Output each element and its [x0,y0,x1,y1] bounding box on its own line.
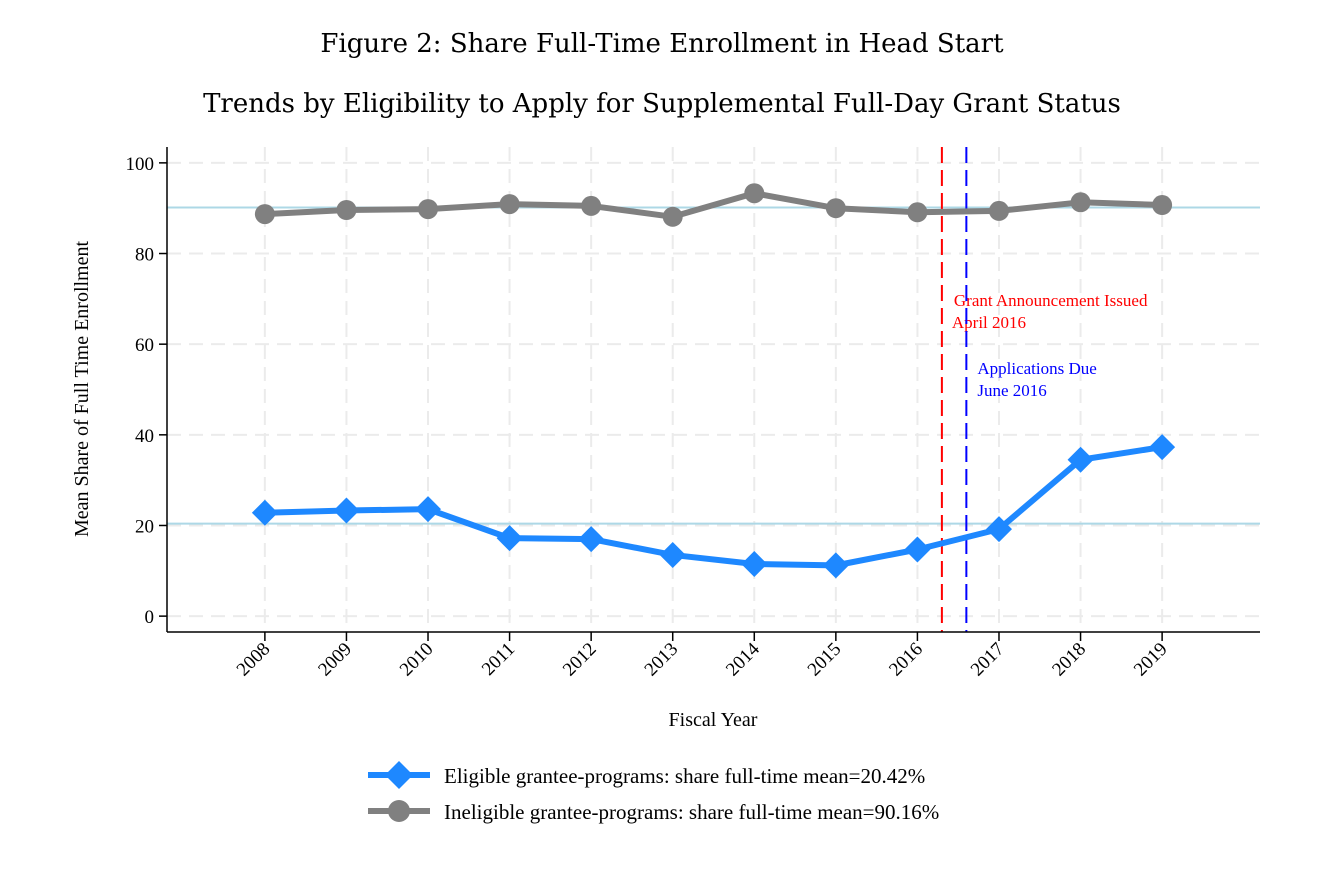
data-point [415,496,442,523]
x-tick-label: 2012 [559,639,601,681]
x-tick-label: 2017 [967,639,1009,681]
data-point [659,541,686,568]
data-point [988,200,1009,221]
data-point [822,552,849,579]
x-tick-label: 2008 [233,639,275,681]
x-tick-label: 2016 [885,639,927,681]
data-point [1067,446,1094,473]
data-point [578,526,605,553]
data-point [1152,195,1173,216]
x-tick-label: 2014 [722,638,764,680]
y-tick-label: 20 [135,516,154,537]
data-point [254,204,275,225]
reference-line-label: Applications Due [977,359,1096,378]
x-tick-label: 2015 [804,639,846,681]
reference-line-label: June 2016 [977,381,1046,400]
data-point [251,499,278,526]
x-tick-label: 2009 [314,639,356,681]
data-point [744,183,765,204]
legend-label: Ineligible grantee-programs: share full-… [444,800,939,824]
y-tick-label: 100 [126,154,155,175]
data-point [336,200,357,221]
data-point [581,195,602,216]
series-group [251,183,1176,579]
axes: 0 20 40 60 80 100 2008 2009 2010 2011 2012 2013 2014… [126,147,1260,681]
series-line [264,190,1163,220]
data-point [904,536,931,563]
reference-line-label: Grant Announcement Issued [954,291,1148,310]
data-point [333,497,360,524]
data-point [825,198,846,219]
data-point [496,525,523,552]
chart-title: Figure 2: Share Full-Time Enrollment in … [320,29,1004,59]
legend-circle-marker [388,800,410,822]
legend-item: Eligible grantee-programs: share full-ti… [368,761,925,789]
data-point [499,194,520,215]
x-axis-label: Fiscal Year [669,709,758,731]
data-point [662,206,683,227]
chart-subtitle: Trends by Eligibility to Apply for Suppl… [203,89,1121,119]
data-point [741,551,768,578]
y-tick-label: 80 [135,245,154,266]
gridlines [167,147,1260,632]
reference-line-label: April 2016 [952,313,1026,332]
data-point [985,516,1012,543]
y-tick-label: 0 [145,607,155,628]
x-tick-label: 2019 [1130,639,1172,681]
data-point [418,199,439,220]
y-tick-label: 60 [135,335,154,356]
data-point [907,202,928,223]
data-point [1070,192,1091,213]
data-point [1149,434,1176,461]
legend-item: Ineligible grantee-programs: share full-… [368,800,939,824]
y-axis-label: Mean Share of Full Time Enrollment [71,241,93,538]
y-tick-label: 40 [135,426,154,447]
x-tick-label: 2013 [641,639,683,681]
x-tick-label: 2018 [1048,639,1090,681]
legend: Eligible grantee-programs: share full-ti… [368,761,939,824]
reference-lines: Grant Announcement Issued April 2016 Appli… [940,147,1148,632]
legend-label: Eligible grantee-programs: share full-ti… [444,764,925,788]
legend-diamond-marker [385,761,413,789]
x-tick-label: 2011 [478,639,519,680]
x-tick-label: 2010 [396,639,438,681]
series-line [264,444,1163,569]
